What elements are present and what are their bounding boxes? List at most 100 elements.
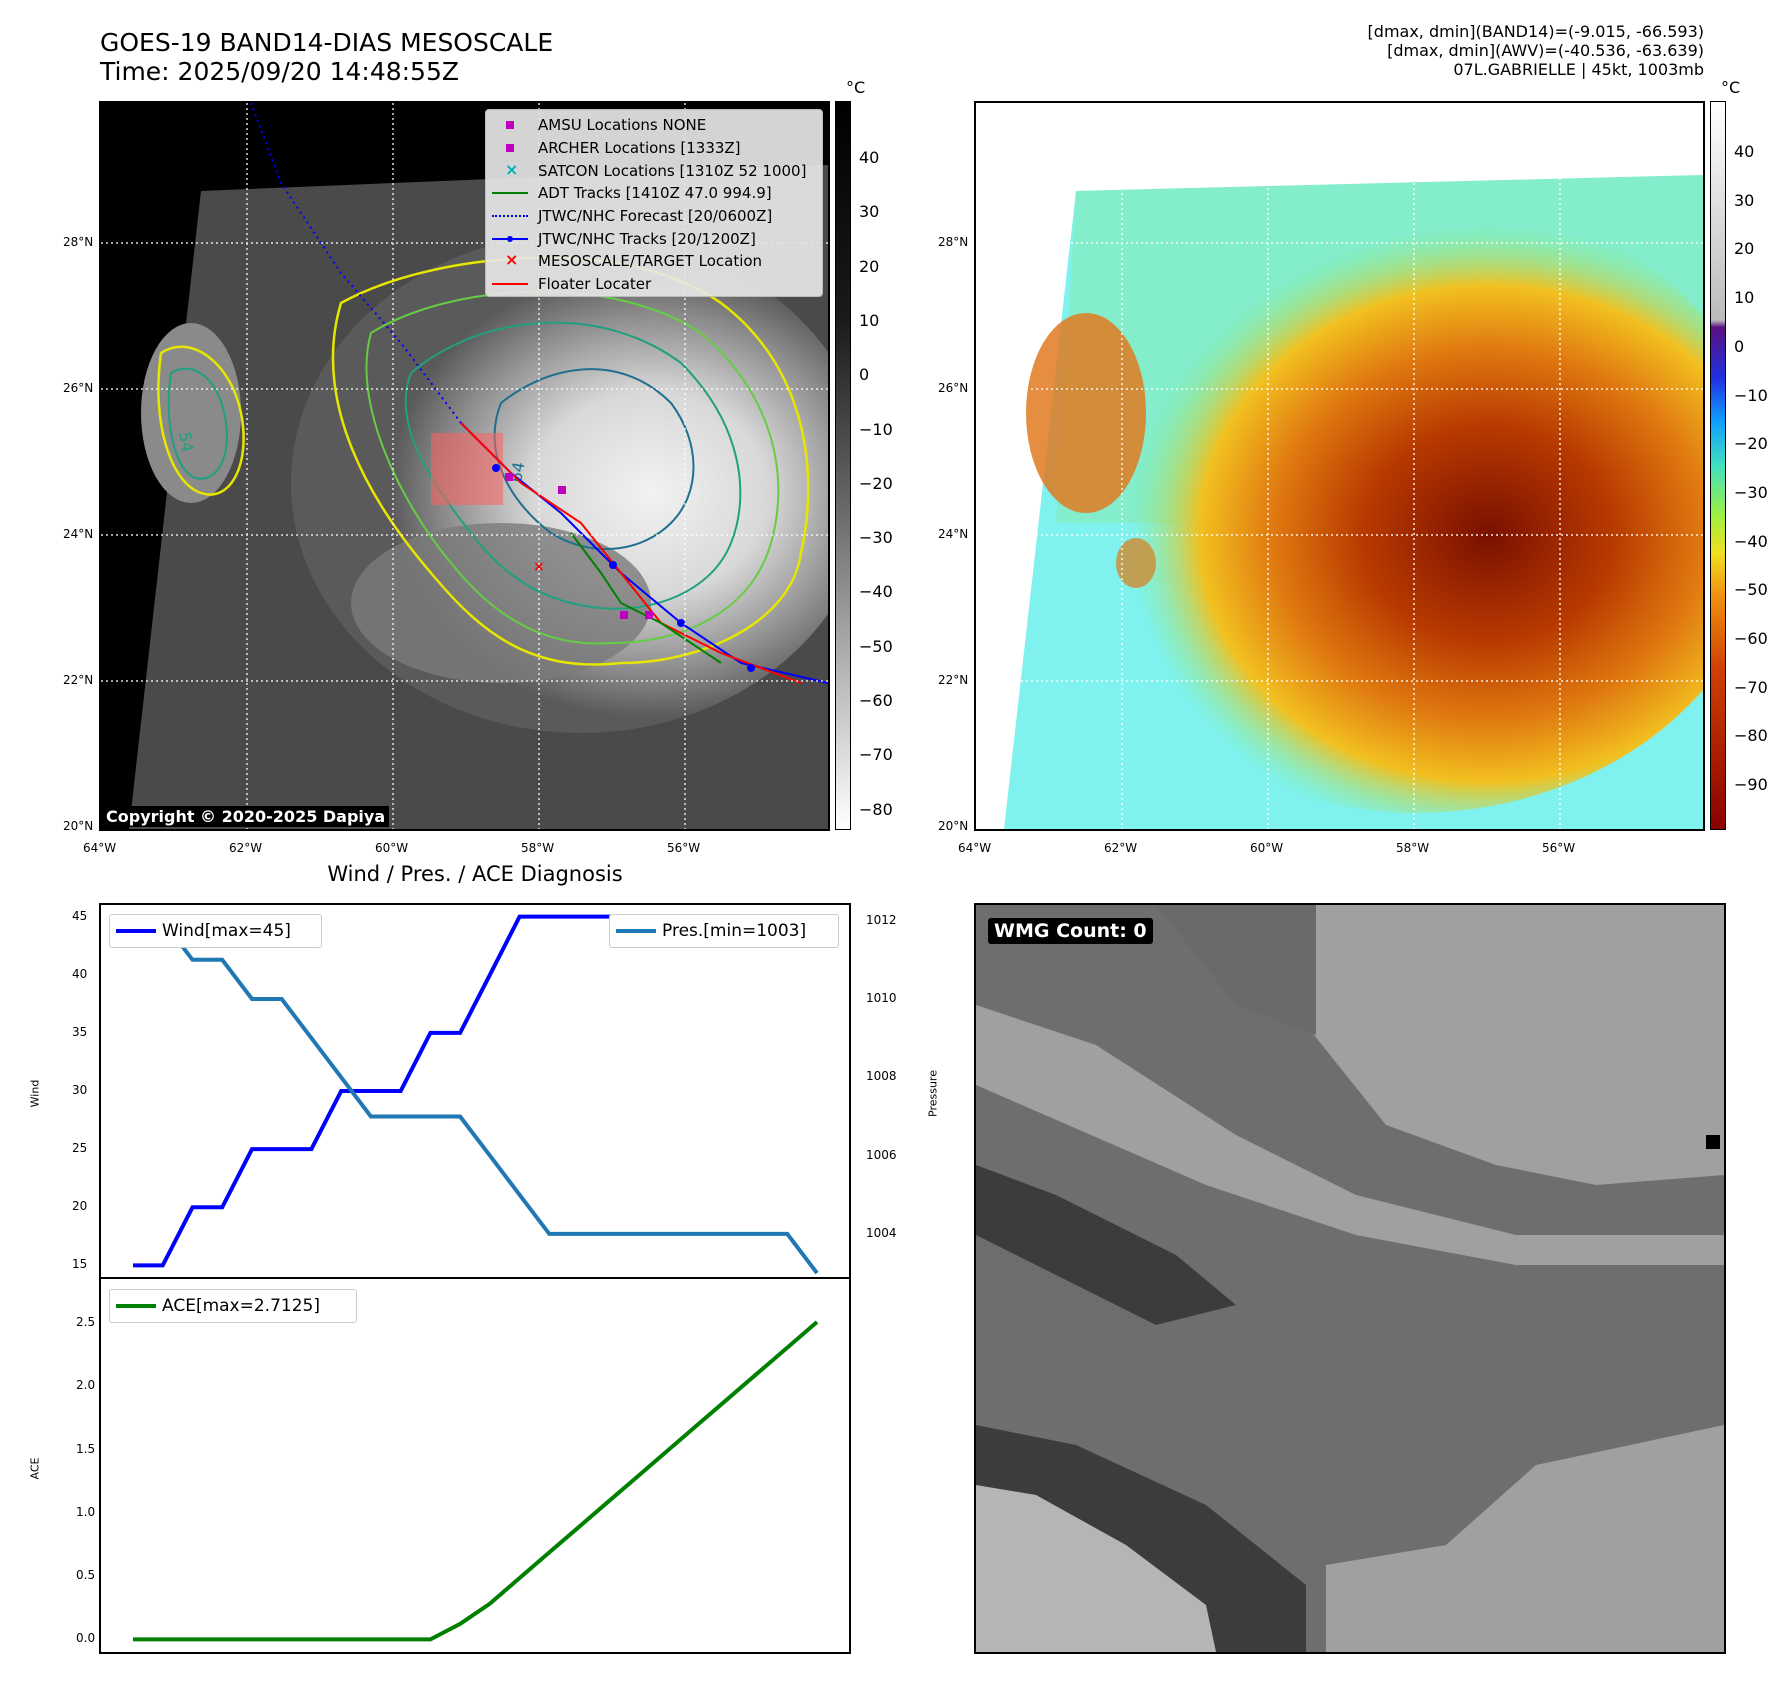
lon-tick-label: 58°W (1396, 841, 1430, 855)
gray-colorbar-unit: °C (846, 78, 866, 97)
pressure-legend-swatch (616, 929, 656, 933)
color-colorbar (1710, 101, 1726, 830)
wind-ylabel: Wind (28, 1079, 42, 1108)
legend-entry: × MESOSCALE/TARGET Location (492, 250, 816, 273)
wind-series-line (133, 914, 817, 1268)
color-colorbar-tick: 10 (1734, 288, 1755, 308)
legend-entry: JTWC/NHC Forecast [20/0600Z] (492, 205, 816, 228)
pressure-series-line (133, 918, 819, 1275)
legend-swatch-icon (492, 276, 528, 292)
lat-tick-label: 22°N (938, 673, 969, 687)
color-colorbar-tick: 40 (1734, 142, 1755, 161)
legend-label: JTWC/NHC Tracks [20/1200Z] (538, 229, 756, 248)
ace-series-line (133, 1320, 819, 1642)
gray-colorbar-tick: 20 (859, 256, 880, 276)
gray-colorbar-tick: −70 (859, 745, 893, 765)
pressure-tick-label: 1006 (866, 1147, 897, 1162)
svg-text:54: 54 (175, 430, 197, 453)
pressure-tick-label: 1004 (866, 1225, 897, 1240)
lon-tick-label: 60°W (1250, 841, 1284, 855)
legend-swatch-icon: × (505, 159, 519, 179)
lat-tick-label: 28°N (938, 235, 969, 249)
ace-chart (133, 1320, 819, 1642)
wind-legend: Wind[max=45] (109, 914, 322, 948)
info-line-1: [dmax, dmin](BAND14)=(-9.015, -66.593) (1367, 22, 1704, 41)
gray-colorbar-tick: 10 (859, 310, 880, 330)
gray-colorbar-tick: −20 (859, 473, 893, 493)
awv-map-panel (974, 101, 1705, 831)
gray-colorbar-tick: −40 (859, 582, 893, 602)
lat-tick-label: 28°N (63, 235, 94, 249)
ace-legend-swatch (116, 1304, 156, 1308)
wind-legend-swatch (116, 929, 156, 933)
title-line-2: Time: 2025/09/20 14:48:55Z (100, 57, 459, 86)
lon-tick-label: 62°W (1104, 841, 1138, 855)
info-line-2: [dmax, dmin](AWV)=(-40.536, -63.639) (1387, 41, 1704, 60)
lon-tick-label: 62°W (229, 841, 263, 855)
legend-label: ADT Tracks [1410Z 47.0 994.9] (538, 184, 772, 203)
legend-label: JTWC/NHC Forecast [20/0600Z] (538, 207, 773, 226)
legend-label: SATCON Locations [1310Z 52 1000] (538, 161, 807, 180)
legend-label: Floater Locater (538, 275, 652, 294)
gray-colorbar-tick: 30 (859, 202, 880, 222)
legend-label: ARCHER Locations [1333Z] (538, 139, 741, 158)
color-colorbar-tick: −90 (1734, 775, 1768, 795)
legend-entry: Floater Locater (492, 273, 816, 296)
legend-swatch-icon (492, 185, 528, 201)
wind-tick-label: 20 (72, 1199, 88, 1214)
legend-swatch-icon (492, 117, 528, 133)
ace-tick-label: 0.0 (76, 1631, 96, 1646)
map-legend: AMSU Locations NONE ARCHER Locations [133… (485, 109, 823, 297)
legend-swatch-icon (492, 231, 528, 247)
color-colorbar-tick: 0 (1734, 336, 1745, 356)
pressure-legend-label: Pres.[min=1003] (662, 921, 807, 941)
wind-tick-label: 40 (72, 966, 88, 981)
ace-tick-label: 2.0 (76, 1378, 96, 1393)
legend-swatch-icon (492, 208, 528, 224)
pressure-tick-label: 1008 (866, 1069, 897, 1084)
legend-entry: × SATCON Locations [1310Z 52 1000] (492, 159, 816, 182)
awv-map-image (976, 103, 1703, 829)
gray-colorbar-tick: 0 (859, 365, 870, 385)
lat-tick-label: 24°N (63, 527, 94, 541)
title-line-1: GOES-19 BAND14-DIAS MESOSCALE (100, 28, 554, 57)
pressure-tick-label: 1010 (866, 990, 897, 1005)
ace-tick-label: 1.5 (76, 1441, 96, 1456)
wmg-panel (974, 903, 1726, 1654)
wind-tick-label: 30 (72, 1083, 88, 1097)
color-colorbar-tick: 20 (1734, 239, 1755, 259)
copyright-label: Copyright © 2020-2025 Dapiya (102, 806, 390, 827)
pressure-ylabel: Pressure (926, 1070, 940, 1117)
color-colorbar-tick: −20 (1734, 434, 1768, 454)
lon-tick-label: 56°W (667, 841, 701, 855)
ace-tick-label: 1.0 (76, 1504, 96, 1519)
color-colorbar-tick: −10 (1734, 385, 1768, 405)
wmg-count-label: WMG Count: 0 (988, 918, 1153, 944)
color-colorbar-tick: −60 (1734, 629, 1768, 648)
gray-colorbar-tick: −10 (859, 419, 893, 439)
color-colorbar-tick: −30 (1734, 482, 1768, 502)
ace-tick-label: 0.5 (76, 1568, 96, 1583)
color-colorbar-tick: 30 (1734, 190, 1755, 210)
wind-tick-label: 45 (72, 908, 88, 923)
ace-ylabel: ACE (28, 1457, 42, 1480)
ace-tick-label: 2.5 (76, 1315, 96, 1330)
ir-map-image: 54 64 × (101, 103, 828, 829)
wind-legend-label: Wind[max=45] (162, 921, 291, 941)
lat-tick-label: 20°N (938, 819, 969, 833)
legend-swatch-icon: × (505, 250, 519, 270)
color-colorbar-tick: −70 (1734, 677, 1768, 697)
figure-title: GOES-19 BAND14-DIAS MESOSCALE Time: 2025… (100, 28, 553, 86)
gray-colorbar-tick: −30 (859, 528, 893, 548)
ace-legend: ACE[max=2.7125] (109, 1289, 357, 1323)
svg-text:×: × (533, 559, 545, 575)
lat-tick-label: 26°N (63, 381, 94, 395)
lat-tick-label: 26°N (938, 381, 969, 395)
legend-entry: ADT Tracks [1410Z 47.0 994.9] (492, 182, 816, 205)
color-colorbar-unit: °C (1721, 78, 1741, 97)
lon-tick-label: 60°W (375, 841, 409, 855)
ace-legend-label: ACE[max=2.7125] (162, 1296, 320, 1316)
ace-panel (99, 1277, 851, 1654)
lon-tick-label: 64°W (83, 841, 117, 855)
legend-swatch-icon (492, 140, 528, 156)
